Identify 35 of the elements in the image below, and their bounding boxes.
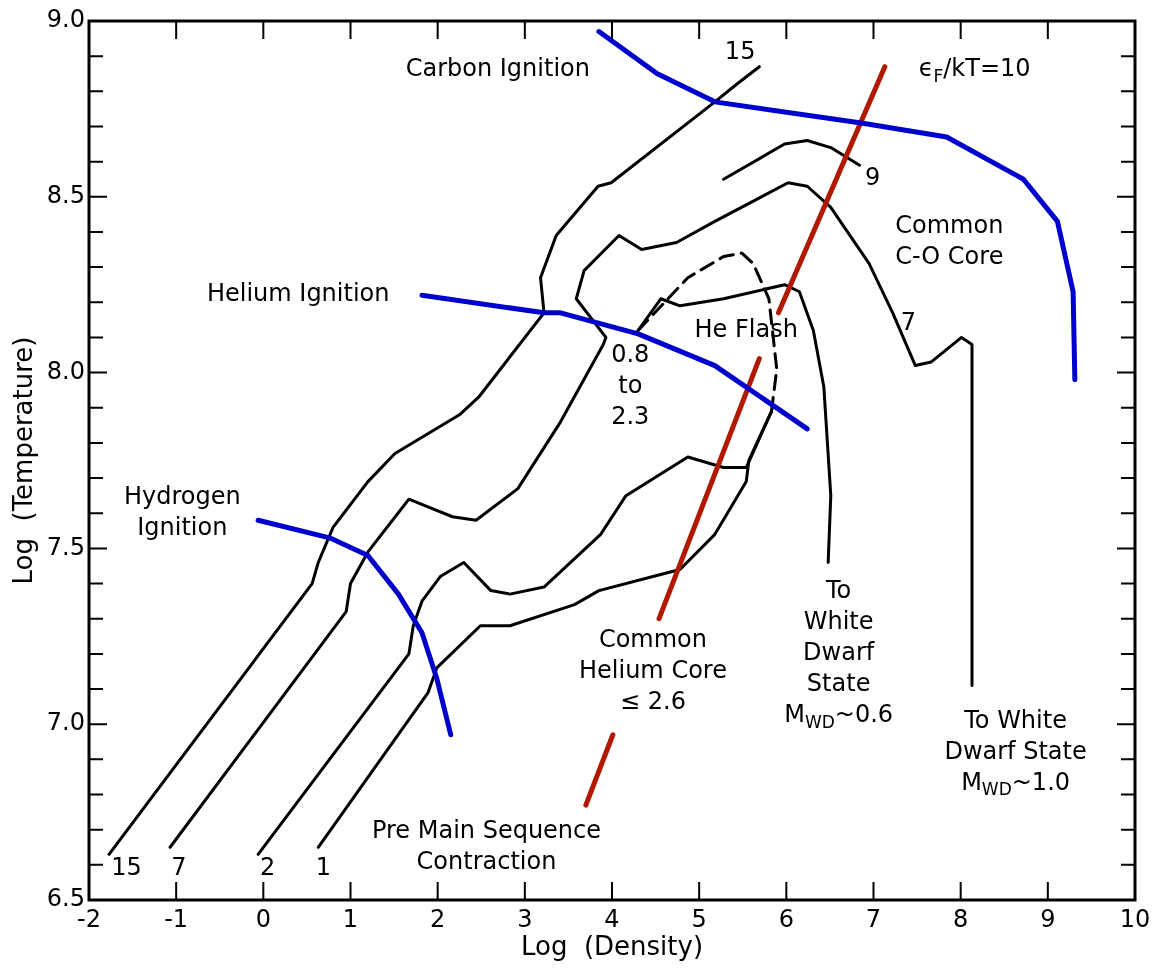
- annotation: 9: [864, 163, 881, 192]
- annotation: 7: [900, 307, 917, 336]
- x-tick-label: 8: [953, 904, 969, 933]
- annotation: He Flash: [694, 314, 798, 343]
- x-tick-label: 2: [430, 904, 446, 933]
- y-tick-label: 7.5: [46, 532, 85, 561]
- annotation: 0.8 to 2.3: [611, 339, 650, 430]
- annotation: 15: [111, 852, 142, 881]
- annotation: Carbon Ignition: [405, 54, 590, 83]
- annotation: 7: [171, 852, 187, 881]
- x-tick-label: 0: [255, 904, 271, 933]
- annotation: Pre Main Sequence Contraction: [371, 815, 602, 875]
- x-tick-label: 6: [778, 904, 794, 933]
- x-tick-label: 4: [604, 904, 620, 933]
- y-tick-label: 8.5: [46, 181, 85, 210]
- x-tick-label: 9: [1040, 904, 1056, 933]
- x-tick-label: 5: [691, 904, 707, 933]
- y-axis-title: Log (Temperature): [8, 336, 39, 585]
- x-tick-label: 7: [865, 904, 882, 933]
- x-tick-label: 1: [342, 904, 359, 933]
- x-tick-label: 10: [1119, 904, 1151, 933]
- y-tick-label: 8.0: [46, 356, 85, 385]
- annotation: Helium Ignition: [206, 279, 390, 308]
- annotation: Hydrogen Ignition: [123, 481, 241, 541]
- annotation: 15: [724, 36, 756, 65]
- annotation: Common C-O Core: [895, 211, 1004, 271]
- annotation: 1: [315, 852, 332, 881]
- annotation: Common Helium Core ≤ 2.6: [579, 624, 727, 715]
- y-tick-label: 6.5: [46, 884, 85, 913]
- x-axis-title: Log (Density): [520, 931, 704, 962]
- y-tick-label: 9.0: [46, 5, 85, 34]
- y-tick-label: 7.0: [46, 708, 85, 737]
- annotation: 2: [260, 852, 276, 881]
- x-tick-label: 3: [517, 904, 533, 933]
- x-tick-label: -1: [164, 904, 189, 933]
